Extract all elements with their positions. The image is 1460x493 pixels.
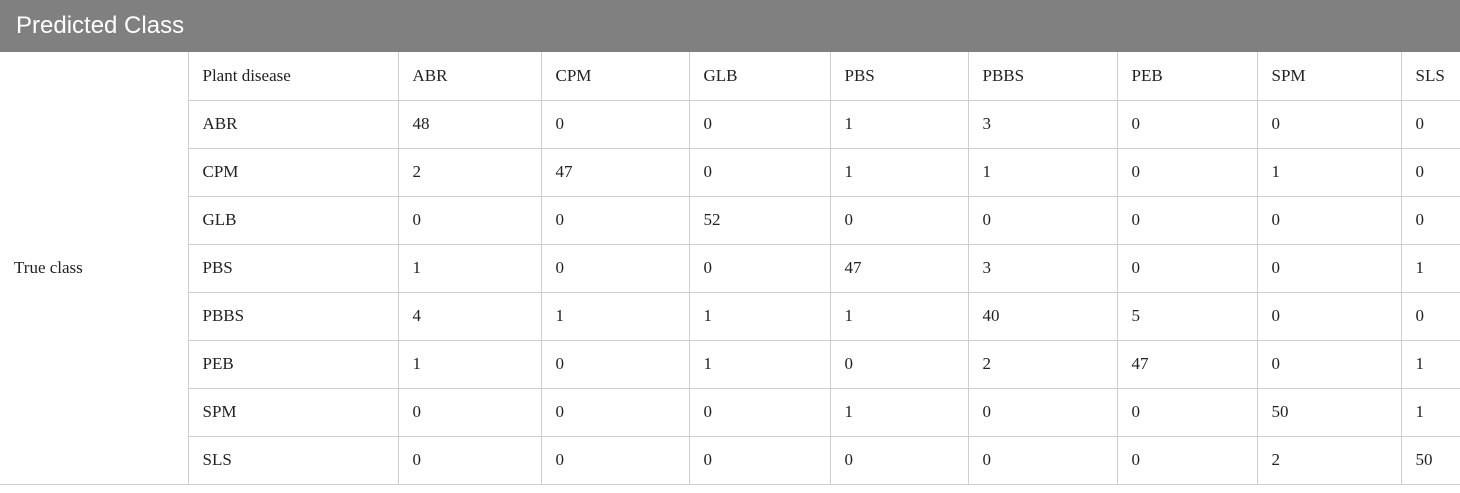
cell: 0 [688, 435, 831, 485]
cell: 0 [1116, 435, 1258, 485]
data-row: PBS 1 0 0 47 3 0 0 1 [0, 243, 1460, 293]
cell: 0 [1400, 195, 1460, 245]
cell: 0 [397, 435, 542, 485]
cell: 0 [540, 435, 690, 485]
cell: 0 [1116, 387, 1258, 437]
cell: 1 [1400, 243, 1460, 293]
cell: 0 [397, 387, 542, 437]
cell: 3 [967, 99, 1118, 149]
data-row: PBBS 4 1 1 1 40 5 0 0 [0, 291, 1460, 341]
cell: 0 [1116, 99, 1258, 149]
cell: 4 [397, 291, 542, 341]
data-row: GLB 0 0 52 0 0 0 0 0 [0, 195, 1460, 245]
row-label: PBBS [188, 291, 399, 341]
data-row: CPM 2 47 0 1 1 0 1 0 [0, 147, 1460, 197]
cell: 50 [1256, 387, 1402, 437]
column-header: GLB [688, 52, 831, 101]
column-header: Plant disease [187, 52, 399, 101]
cell: 0 [688, 243, 831, 293]
row-group-label: True class [0, 52, 189, 485]
cell: 1 [829, 291, 969, 341]
cell: 0 [1256, 195, 1402, 245]
cell: 0 [688, 99, 831, 149]
confusion-table: True class Plant disease ABR CPM GLB PBS PBBS P… [0, 52, 1460, 485]
cell: 0 [1400, 99, 1460, 149]
column-header: ABR [397, 52, 542, 101]
cell: 0 [1116, 195, 1258, 245]
cell: 48 [397, 99, 542, 149]
cell: 0 [1256, 291, 1402, 341]
cell: 2 [967, 339, 1118, 389]
data-row: SPM 0 0 0 1 0 0 50 1 [0, 387, 1460, 437]
cell: 0 [967, 387, 1118, 437]
cell: 0 [1400, 291, 1460, 341]
cell: 5 [1116, 291, 1258, 341]
cell: 1 [829, 99, 969, 149]
column-header: PBBS [967, 52, 1118, 101]
cell: 0 [540, 339, 690, 389]
column-header: CPM [540, 52, 690, 101]
cell: 0 [540, 99, 690, 149]
table-header: Predicted Class [0, 0, 1460, 52]
cell: 0 [1256, 243, 1402, 293]
cell: 50 [1400, 435, 1460, 485]
cell: 0 [829, 435, 969, 485]
cell: 52 [688, 195, 831, 245]
cell: 40 [967, 291, 1118, 341]
column-header: SLS [1400, 52, 1460, 101]
cell: 0 [1256, 99, 1402, 149]
data-row: PEB 1 0 1 0 2 47 0 1 [0, 339, 1460, 389]
header-row: True class Plant disease ABR CPM GLB PBS PBBS P… [0, 52, 1460, 485]
cell: 0 [688, 147, 831, 197]
cell: 1 [688, 291, 831, 341]
column-header: SPM [1256, 52, 1402, 101]
cell: 0 [829, 195, 969, 245]
cell: 2 [397, 147, 542, 197]
cell: 0 [688, 387, 831, 437]
cell: 0 [1116, 147, 1258, 197]
cell: 47 [829, 243, 969, 293]
cell: 0 [967, 195, 1118, 245]
row-label: PBS [188, 243, 399, 293]
cell: 0 [829, 339, 969, 389]
column-header: PEB [1116, 52, 1258, 101]
cell: 1 [540, 291, 690, 341]
cell: 1 [829, 147, 969, 197]
cell: 1 [1400, 387, 1460, 437]
data-row: SLS 0 0 0 0 0 0 2 50 [0, 435, 1460, 485]
row-label: ABR [188, 99, 399, 149]
cell: 1 [1256, 147, 1402, 197]
cell: 0 [397, 195, 542, 245]
cell: 0 [540, 387, 690, 437]
cell: 3 [967, 243, 1118, 293]
cell: 1 [1400, 339, 1460, 389]
row-label: PEB [188, 339, 399, 389]
cell: 1 [829, 387, 969, 437]
cell: 1 [397, 339, 542, 389]
cell: 0 [1116, 243, 1258, 293]
row-label: CPM [188, 147, 399, 197]
cell: 0 [540, 195, 690, 245]
row-label: SLS [188, 435, 399, 485]
cell: 0 [540, 243, 690, 293]
row-label: GLB [188, 195, 399, 245]
cell: 47 [1116, 339, 1258, 389]
row-label: SPM [188, 387, 399, 437]
cell: 0 [1400, 147, 1460, 197]
cell: 2 [1256, 435, 1402, 485]
column-header: PBS [829, 52, 969, 101]
data-row: ABR 48 0 0 1 3 0 0 0 [0, 99, 1460, 149]
cell: 1 [967, 147, 1118, 197]
cell: 1 [397, 243, 542, 293]
cell: 0 [1256, 339, 1402, 389]
cell: 0 [967, 435, 1118, 485]
cell: 47 [540, 147, 690, 197]
cell: 1 [688, 339, 831, 389]
